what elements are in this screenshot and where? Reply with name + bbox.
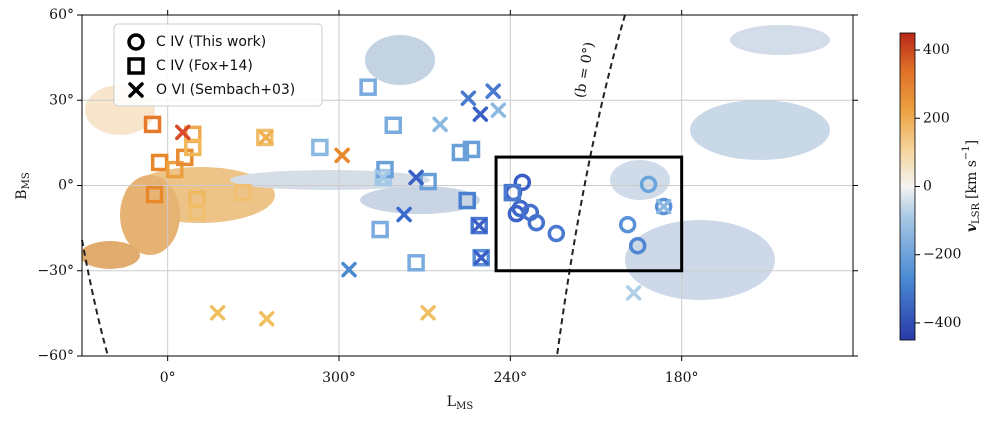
- square-marker: [234, 183, 252, 202]
- cb-label-v: v: [964, 223, 980, 232]
- circle-marker: [639, 175, 658, 194]
- y-tick-label: −30°: [37, 263, 74, 279]
- circle-marker: [513, 173, 532, 192]
- y-axis-label-text: B: [14, 189, 30, 199]
- x-tick-label: 0°: [160, 370, 176, 386]
- square-marker: [451, 143, 470, 162]
- legend-label: C IV (Fox+14): [156, 58, 253, 74]
- x-tick-label: 300°: [322, 370, 356, 386]
- square-marker: [359, 78, 377, 96]
- y-tick-label: 30°: [49, 92, 74, 108]
- circle-marker: [654, 197, 673, 216]
- cross-marker: [432, 116, 448, 133]
- cross-marker: [375, 169, 391, 186]
- colorbar: [899, 32, 916, 341]
- cross-marker: [655, 198, 672, 215]
- cb-label-sub: LSR: [971, 202, 982, 223]
- cross-marker: [473, 249, 489, 266]
- cb-label-sup: −1: [961, 145, 972, 160]
- circle-marker: [547, 224, 566, 243]
- region-box: [494, 155, 684, 273]
- y-tick-label: 0°: [58, 178, 74, 194]
- square-marker: [150, 153, 169, 172]
- square-marker: [462, 140, 481, 159]
- square-marker: [371, 220, 389, 239]
- cross-marker: [259, 311, 275, 327]
- cross-marker: [341, 261, 357, 278]
- cross-marker: [334, 147, 350, 164]
- gas-emission: [82, 25, 830, 300]
- square-marker: [407, 254, 425, 272]
- cross-marker: [128, 82, 144, 98]
- square-marker: [311, 138, 329, 157]
- y-tick-label: −60°: [37, 348, 74, 364]
- circle-marker: [511, 199, 530, 218]
- x-tick-label: 240°: [493, 370, 527, 386]
- square-marker: [256, 128, 274, 147]
- square-marker: [127, 57, 145, 75]
- square-marker: [145, 185, 164, 204]
- cross-marker: [408, 169, 424, 186]
- cross-marker: [490, 102, 507, 118]
- colorbar-tick-label: 0: [923, 179, 932, 195]
- x-axis-label-sub: MS: [456, 401, 473, 412]
- square-marker: [184, 138, 202, 157]
- x-axis-label: LMS: [447, 394, 474, 412]
- legend-box: [113, 23, 323, 107]
- cross-marker: [460, 90, 477, 107]
- cross-marker: [472, 106, 489, 122]
- cb-label-unit: [km s: [964, 160, 980, 199]
- square-marker: [188, 190, 206, 209]
- square-marker: [166, 160, 184, 179]
- y-tick-label: 60°: [49, 7, 74, 23]
- circle-marker: [127, 33, 145, 51]
- y-axis-label-sub: MS: [21, 172, 32, 189]
- square-marker: [143, 115, 162, 134]
- square-marker: [472, 248, 490, 267]
- square-marker: [470, 216, 488, 235]
- colorbar-label: vLSR [km s−1]: [961, 140, 982, 232]
- annotation: (b = 0°): [572, 41, 598, 99]
- square-marker: [384, 116, 403, 135]
- legend-label: O VI (Sembach+03): [156, 82, 295, 98]
- x-axis-label-text: L: [447, 394, 456, 410]
- colorbar-tick-label: 400: [923, 42, 950, 58]
- legend: C IV (This work) C IV (Fox+14) O VI (Semba…: [113, 23, 323, 107]
- y-axis-label: BMS: [14, 172, 32, 200]
- legend-label: C IV (This work): [156, 34, 266, 50]
- circle-marker: [618, 215, 637, 234]
- colorbar-tick-label: 200: [923, 110, 950, 126]
- cross-marker: [471, 217, 487, 234]
- square-marker: [503, 183, 522, 202]
- circle-marker: [628, 236, 647, 255]
- circle-marker: [527, 213, 546, 232]
- square-marker: [458, 191, 476, 210]
- cross-marker: [485, 83, 501, 99]
- cross-marker: [209, 305, 226, 321]
- b-zero-line: [556, 14, 626, 357]
- b-zero-line: [81, 239, 109, 357]
- cb-label-close: ]: [964, 140, 980, 145]
- cross-marker: [258, 129, 274, 146]
- cross-marker: [625, 285, 642, 301]
- colorbar-tick-label: −200: [923, 247, 961, 263]
- square-marker: [188, 202, 206, 221]
- cross-marker: [420, 305, 436, 321]
- colorbar-tick-label: −400: [923, 315, 961, 331]
- x-tick-label: 180°: [665, 370, 699, 386]
- cross-marker: [396, 206, 412, 223]
- cross-marker: [175, 124, 191, 141]
